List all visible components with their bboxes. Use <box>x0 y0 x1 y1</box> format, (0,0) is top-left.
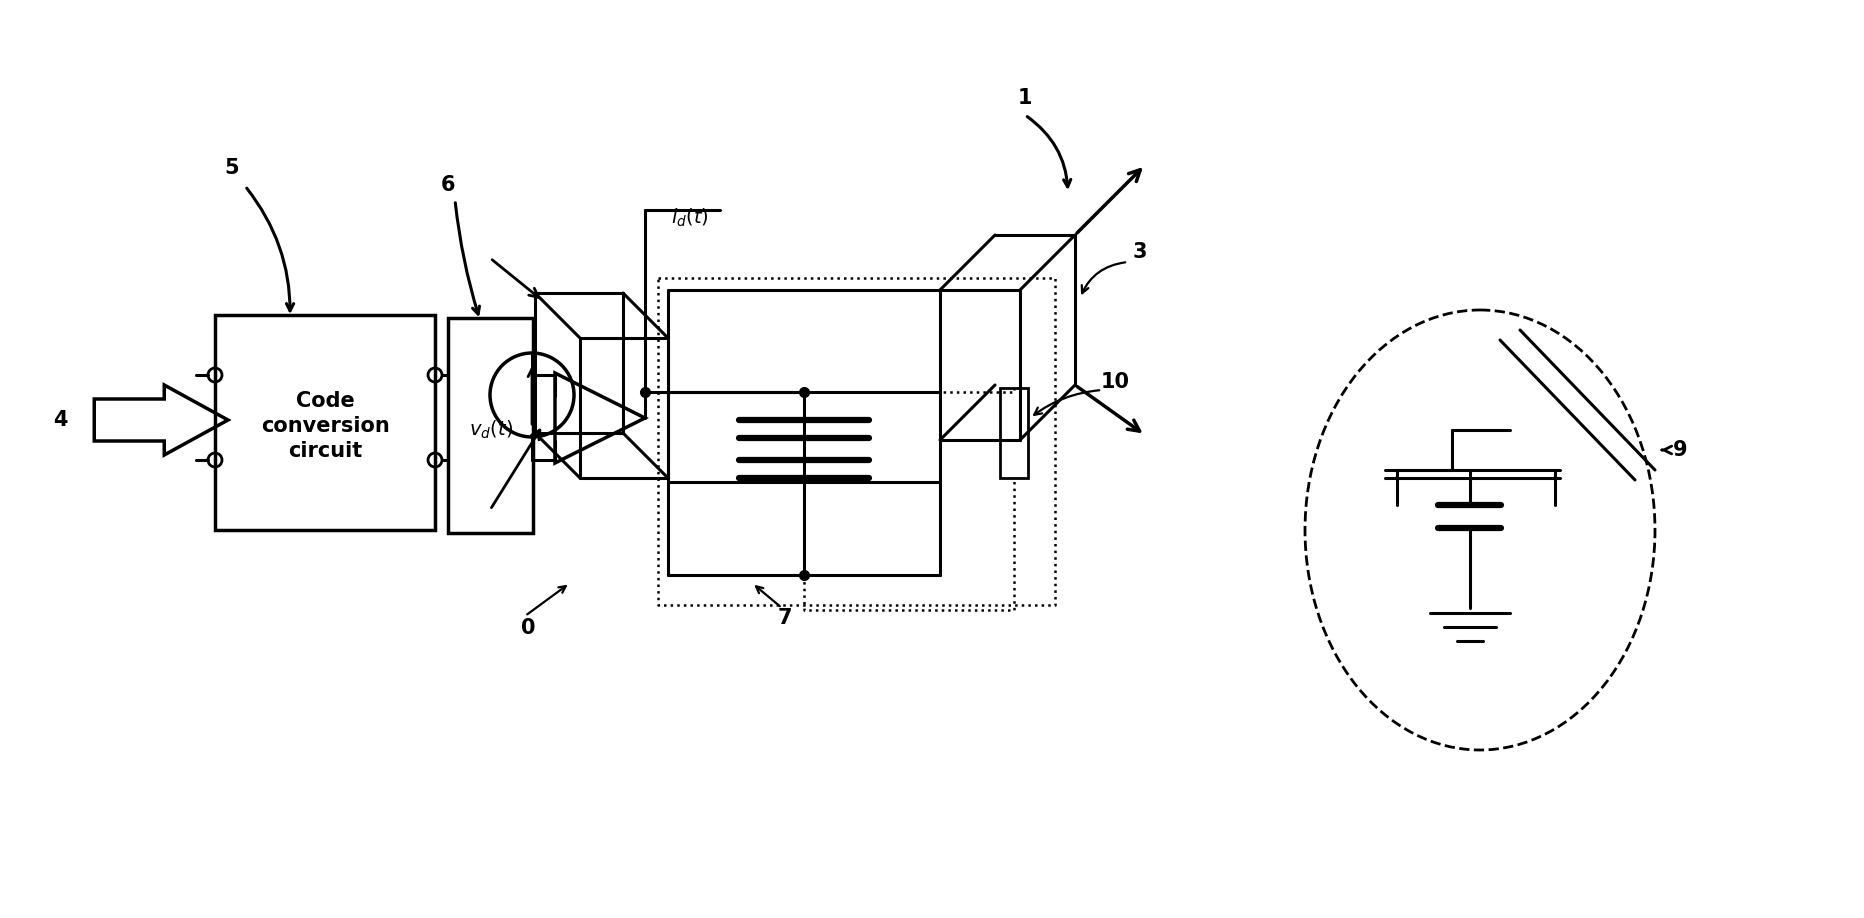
Text: 9: 9 <box>1672 440 1687 460</box>
Text: 1: 1 <box>1018 88 1033 108</box>
Text: conversion: conversion <box>261 416 390 435</box>
Text: circuit: circuit <box>287 441 362 461</box>
Text: 6: 6 <box>440 175 455 195</box>
Text: 5: 5 <box>226 158 239 178</box>
Text: 10: 10 <box>1100 372 1130 392</box>
Text: 4: 4 <box>52 410 67 430</box>
Bar <box>999 388 1029 478</box>
Text: $v_d(t)$: $v_d(t)$ <box>468 419 513 441</box>
Text: 7: 7 <box>777 608 792 628</box>
Text: Code: Code <box>296 390 354 410</box>
Text: $i_d(t)$: $i_d(t)$ <box>671 207 708 230</box>
Bar <box>447 318 533 533</box>
Bar <box>214 315 434 530</box>
Text: 0: 0 <box>520 618 535 638</box>
Text: 3: 3 <box>1133 242 1146 262</box>
